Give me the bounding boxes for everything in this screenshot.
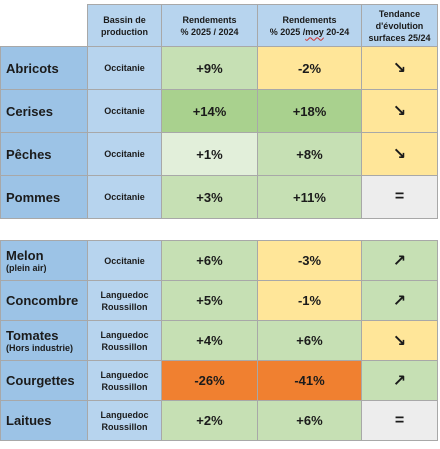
table-row: Pommes Occitanie +3% +11% = bbox=[0, 175, 438, 219]
yield-vs-2024: +6% bbox=[161, 240, 258, 281]
yield-vs-average: -41% bbox=[257, 360, 362, 401]
yield-vs-2024: +3% bbox=[161, 175, 258, 219]
yield-vs-average: -3% bbox=[257, 240, 362, 281]
surface-trend-arrow-icon: ↘ bbox=[361, 132, 438, 176]
table-row: Abricots Occitanie +9% -2% ↘ bbox=[0, 46, 438, 90]
table-row: Melon (plein air) Occitanie +6% -3% ↗ bbox=[0, 240, 438, 281]
table-row: Courgettes Languedoc Roussillon -26% -41% ↗ bbox=[0, 360, 438, 401]
product-name: Concombre bbox=[0, 280, 88, 321]
product-name: Cerises bbox=[0, 89, 88, 133]
surface-trend-arrow-icon: = bbox=[361, 175, 438, 219]
product-name: Abricots bbox=[0, 46, 88, 90]
yield-vs-2024: +4% bbox=[161, 320, 258, 361]
product-name: Melon (plein air) bbox=[0, 240, 88, 281]
yield-vs-2024: +1% bbox=[161, 132, 258, 176]
fruit-yield-table: Bassin de production Rendements% 2025 / 2… bbox=[0, 4, 438, 219]
header-blank bbox=[0, 4, 88, 47]
production-basin: Occitanie bbox=[87, 46, 162, 90]
yield-vs-2024: +14% bbox=[161, 89, 258, 133]
yield-vs-average: +11% bbox=[257, 175, 362, 219]
surface-trend-arrow-icon: ↗ bbox=[361, 280, 438, 321]
header-yield-vs-average: Rendements% 2025 /moy 20-24 bbox=[257, 4, 362, 47]
production-basin: Occitanie bbox=[87, 240, 162, 281]
production-basin: Languedoc Roussillon bbox=[87, 360, 162, 401]
table-row: Cerises Occitanie +14% +18% ↘ bbox=[0, 89, 438, 133]
header-row: Bassin de production Rendements% 2025 / 2… bbox=[0, 4, 438, 47]
surface-trend-arrow-icon: ↘ bbox=[361, 89, 438, 133]
yield-vs-average: +6% bbox=[257, 320, 362, 361]
production-basin: Occitanie bbox=[87, 89, 162, 133]
surface-trend-arrow-icon: ↗ bbox=[361, 240, 438, 281]
yield-vs-average: +6% bbox=[257, 400, 362, 441]
header-yield-vs-2024: Rendements% 2025 / 2024 bbox=[161, 4, 258, 47]
yield-vs-average: -1% bbox=[257, 280, 362, 321]
yield-vs-2024: -26% bbox=[161, 360, 258, 401]
production-basin: Languedoc Roussillon bbox=[87, 400, 162, 441]
yield-vs-average: -2% bbox=[257, 46, 362, 90]
production-basin: Occitanie bbox=[87, 132, 162, 176]
product-name: Laitues bbox=[0, 400, 88, 441]
product-name: Pêches bbox=[0, 132, 88, 176]
product-name: Courgettes bbox=[0, 360, 88, 401]
vegetable-yield-table: Melon (plein air) Occitanie +6% -3% ↗ Concombr… bbox=[0, 240, 438, 441]
yield-vs-2024: +5% bbox=[161, 280, 258, 321]
surface-trend-arrow-icon: ↗ bbox=[361, 360, 438, 401]
product-name: Pommes bbox=[0, 175, 88, 219]
production-basin: Occitanie bbox=[87, 175, 162, 219]
product-name: Tomates (Hors industrie) bbox=[0, 320, 88, 361]
yield-vs-2024: +2% bbox=[161, 400, 258, 441]
table-row: Concombre Languedoc Roussillon +5% -1% ↗ bbox=[0, 280, 438, 321]
table-row: Laitues Languedoc Roussillon +2% +6% = bbox=[0, 400, 438, 441]
yield-vs-average: +8% bbox=[257, 132, 362, 176]
production-basin: Languedoc Roussillon bbox=[87, 320, 162, 361]
yield-vs-average: +18% bbox=[257, 89, 362, 133]
table-row: Pêches Occitanie +1% +8% ↘ bbox=[0, 132, 438, 176]
header-basin: Bassin de production bbox=[87, 4, 162, 47]
table-row: Tomates (Hors industrie) Languedoc Roussill… bbox=[0, 320, 438, 361]
production-basin: Languedoc Roussillon bbox=[87, 280, 162, 321]
header-surface-trend: Tendance d'évolution surfaces 25/24 bbox=[361, 4, 438, 47]
yield-vs-2024: +9% bbox=[161, 46, 258, 90]
surface-trend-arrow-icon: ↘ bbox=[361, 320, 438, 361]
surface-trend-arrow-icon: ↘ bbox=[361, 46, 438, 90]
surface-trend-arrow-icon: = bbox=[361, 400, 438, 441]
